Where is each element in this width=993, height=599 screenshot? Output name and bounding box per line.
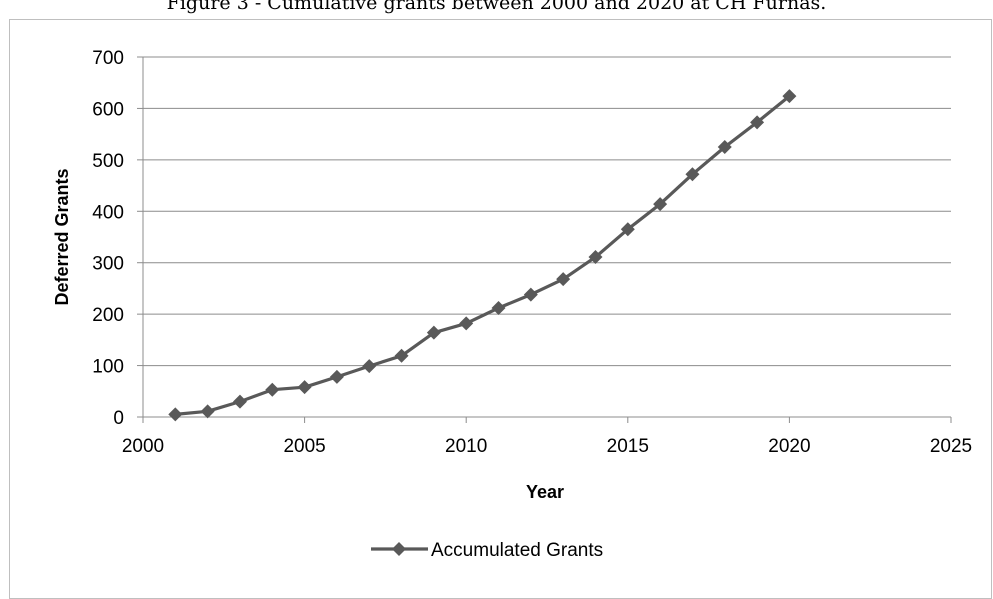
data-point (491, 300, 506, 315)
x-tick-label: 2020 (768, 436, 810, 457)
data-point (717, 140, 732, 154)
chart-svg: 0 100 200 300 400 500 600 700 2000 2005 2010 2015 20… (52, 48, 972, 561)
x-tick-label: 2025 (930, 436, 972, 457)
data-point (394, 348, 409, 363)
data-point (232, 394, 247, 409)
legend-label: Accumulated Grants (431, 540, 603, 561)
y-tick-label: 300 (92, 254, 124, 275)
data-point (200, 404, 215, 419)
y-axis-title: Deferred Grants (52, 168, 72, 305)
data-point (556, 272, 571, 287)
data-point (297, 380, 312, 395)
data-point (685, 167, 700, 182)
tick-labels: 0 100 200 300 400 500 600 700 2000 2005 2010 2015 20… (92, 48, 972, 457)
data-point (362, 359, 377, 374)
data-point (459, 316, 474, 331)
data-point (620, 222, 635, 237)
data-point (265, 382, 280, 397)
axes (137, 56, 952, 423)
x-tick-label: 2005 (283, 436, 325, 457)
y-tick-label: 200 (92, 305, 124, 326)
y-tick-label: 100 (92, 357, 124, 378)
y-tick-label: 500 (92, 151, 124, 172)
x-axis-title: Year (526, 482, 564, 502)
y-tick-label: 0 (113, 408, 124, 429)
series-layer (168, 89, 797, 422)
data-point (588, 250, 603, 265)
legend-marker (392, 542, 406, 556)
data-point (653, 197, 668, 212)
data-point (329, 369, 344, 384)
data-point (750, 115, 765, 130)
data-point (523, 287, 538, 302)
y-tick-label: 600 (92, 99, 124, 120)
legend: Accumulated Grants (371, 540, 603, 561)
x-tick-label: 2000 (122, 436, 164, 457)
series-line (175, 94, 791, 416)
y-tick-label: 400 (92, 202, 124, 223)
data-point (168, 407, 183, 422)
x-tick-label: 2010 (445, 436, 487, 457)
y-tick-label: 700 (92, 48, 124, 69)
gridlines (143, 56, 951, 367)
x-tick-label: 2015 (607, 436, 649, 457)
figure-caption: Figure 3 - Cumulative grants between 200… (166, 0, 827, 14)
data-point (426, 325, 441, 340)
data-point (782, 89, 797, 104)
